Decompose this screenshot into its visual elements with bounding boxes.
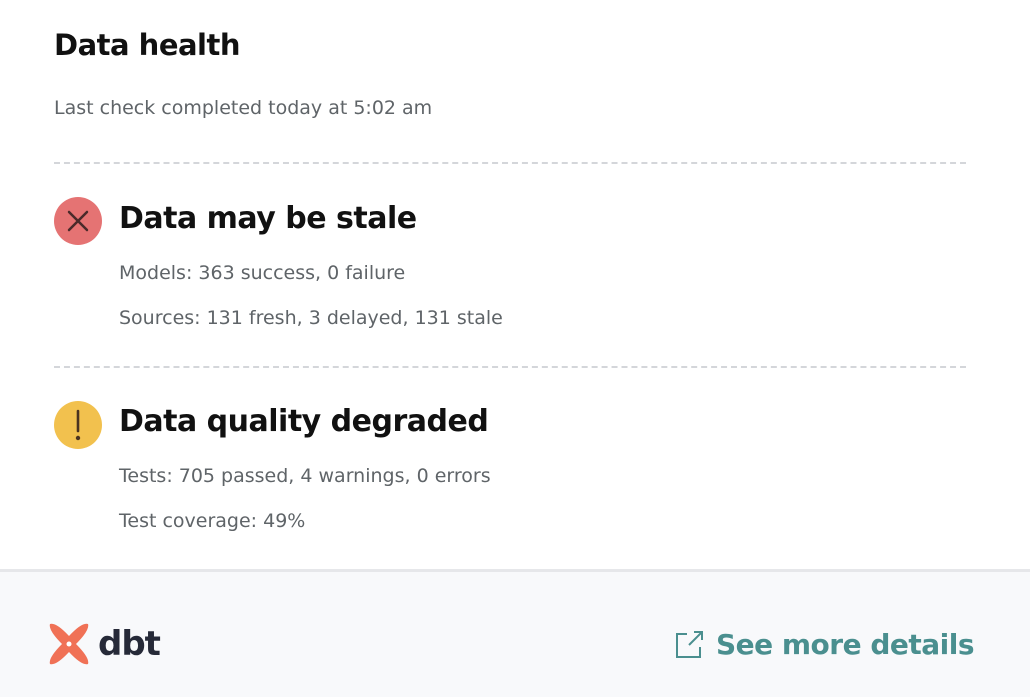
quality-status-icon xyxy=(54,401,102,449)
section-title-freshness: Data may be stale xyxy=(119,201,417,236)
section-title-quality: Data quality degraded xyxy=(119,404,489,439)
sources-summary: Sources: 131 fresh, 3 delayed, 131 stale xyxy=(119,307,503,329)
dbt-logo: dbt xyxy=(46,622,161,666)
stale-status-icon xyxy=(54,197,102,245)
tests-summary: Tests: 705 passed, 4 warnings, 0 errors xyxy=(119,465,491,487)
external-link-icon xyxy=(675,630,703,658)
divider xyxy=(54,162,966,164)
logo-text: dbt xyxy=(98,624,161,664)
dbt-logo-icon xyxy=(49,623,89,665)
test-coverage: Test coverage: 49% xyxy=(119,510,306,532)
see-more-details-label: See more details xyxy=(715,628,975,661)
x-icon xyxy=(67,210,89,232)
footer: dbt See more details xyxy=(0,569,1030,697)
see-more-details-link[interactable]: See more details xyxy=(674,628,975,661)
last-check-text: Last check completed today at 5:02 am xyxy=(54,97,433,119)
models-summary: Models: 363 success, 0 failure xyxy=(119,262,406,284)
page-title: Data health xyxy=(54,28,241,62)
divider xyxy=(54,366,966,368)
exclamation-icon xyxy=(75,409,81,441)
